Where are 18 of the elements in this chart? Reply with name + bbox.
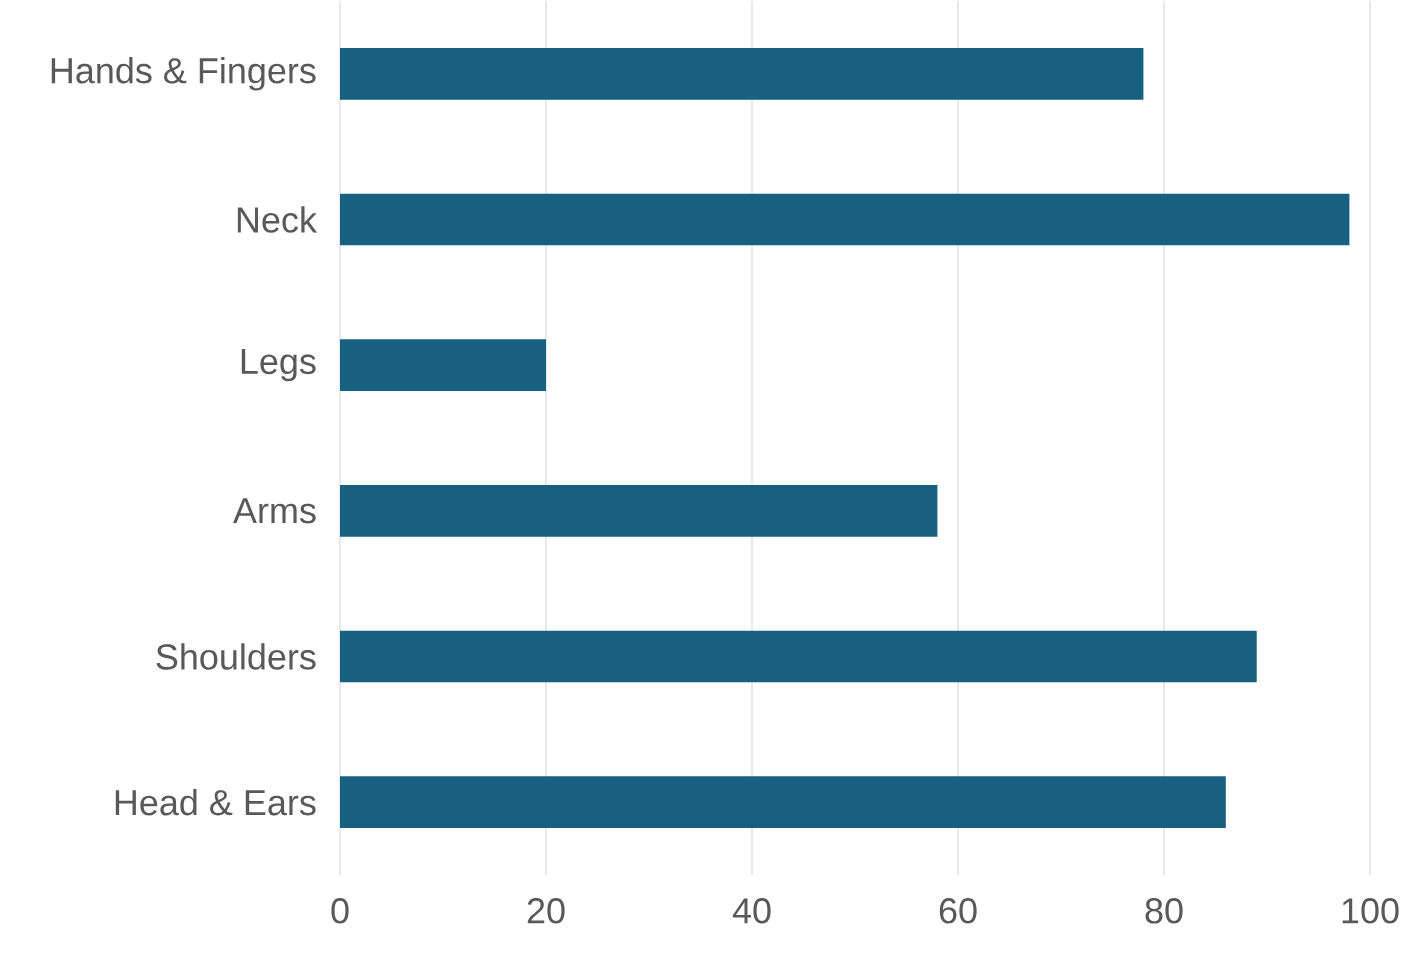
y-tick-label: Legs	[241, 349, 316, 382]
bar	[340, 776, 1226, 829]
x-tick-label: 0	[331, 898, 349, 924]
bar	[340, 484, 938, 537]
bar	[340, 193, 1350, 246]
bar	[340, 630, 1257, 683]
y-tick-label: Hands & Fingers	[51, 57, 316, 91]
y-tick-label: Arms	[233, 498, 316, 524]
bar	[340, 47, 1144, 100]
bar	[340, 339, 547, 392]
x-tick-label: 60	[939, 898, 977, 924]
x-tick-label: 100	[1342, 898, 1399, 924]
x-tick-label: 40	[732, 898, 771, 924]
y-tick-label: Neck	[237, 206, 317, 233]
x-tick-label: 80	[1145, 898, 1183, 924]
y-tick-label: Shoulders	[156, 643, 316, 670]
x-tick-label: 20	[527, 898, 565, 924]
y-tick-label: Head & Ears	[115, 788, 316, 816]
